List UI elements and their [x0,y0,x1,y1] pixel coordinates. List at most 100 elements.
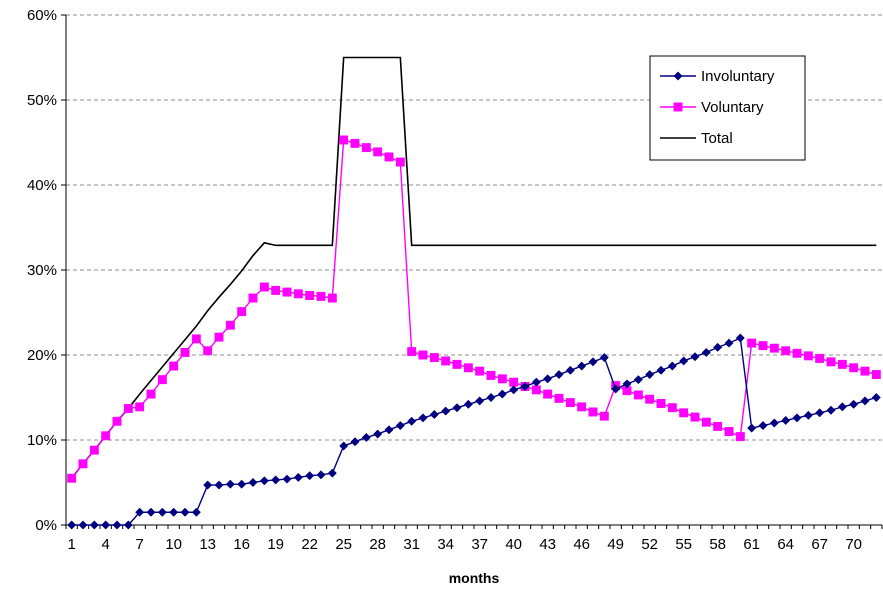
data-point-voluntary [214,332,224,342]
data-point-voluntary [169,361,179,371]
data-point-voluntary [531,385,541,395]
legend-marker-involuntary [673,71,683,81]
data-point-involuntary [611,384,621,394]
data-point-involuntary [429,409,439,420]
data-point-involuntary [633,375,643,385]
data-point-involuntary [225,479,235,489]
data-point-involuntary [599,352,609,363]
data-point-involuntary [407,416,417,426]
data-point-voluntary [667,403,677,413]
data-point-involuntary [871,392,881,403]
y-tick-label: 50% [27,92,57,109]
data-point-involuntary [679,356,689,366]
data-point-involuntary [395,420,405,431]
x-tick-label: 67 [811,536,828,553]
data-point-voluntary [701,417,711,427]
legend-label-involuntary: Involuntary [701,68,775,85]
x-tick-label: 37 [471,536,488,553]
data-point-involuntary [271,475,281,485]
data-point-involuntary [327,468,337,478]
data-point-involuntary [815,408,825,418]
data-point-involuntary [78,520,88,530]
data-point-involuntary [339,441,349,451]
x-tick-label: 61 [743,536,760,553]
data-point-involuntary [554,369,564,380]
data-point-involuntary [169,507,179,517]
series-lines [67,56,881,530]
x-tick-label: 1 [67,536,75,553]
y-axis-tick-labels: 0% 10% 20% 30% 40% 50% 60% [27,7,57,534]
data-point-involuntary [588,357,598,367]
data-point-involuntary [180,507,190,517]
x-tick-label: 4 [101,536,109,553]
series-voluntary [67,135,881,483]
x-tick-label: 64 [777,536,794,553]
data-point-voluntary [418,350,428,360]
x-tick-label: 58 [709,536,726,553]
data-point-involuntary [803,410,813,420]
data-point-voluntary [248,293,258,303]
data-point-involuntary [101,520,111,530]
data-point-voluntary [554,393,564,403]
data-point-involuntary [826,405,836,415]
data-point-involuntary [724,338,734,348]
data-point-involuntary [577,361,587,371]
data-point-voluntary [441,356,451,366]
y-tick-label: 30% [27,262,57,279]
x-tick-label: 43 [539,536,556,553]
data-point-involuntary [248,477,258,488]
data-point-involuntary [112,520,122,530]
data-point-involuntary [237,479,247,489]
data-point-voluntary [112,416,122,426]
data-point-voluntary [860,366,870,376]
data-point-involuntary [509,385,519,395]
data-point-voluntary [837,359,847,369]
data-point-involuntary [463,399,473,409]
data-point-voluntary [339,135,349,145]
data-point-involuntary [282,474,292,484]
data-point-voluntary [135,402,145,412]
data-point-involuntary [667,361,677,371]
x-tick-label: 52 [641,536,658,553]
data-point-involuntary [305,471,315,481]
data-point-involuntary [520,381,530,392]
data-point-voluntary [599,411,609,421]
data-point-involuntary [565,365,575,375]
data-point-involuntary [860,396,870,406]
y-tick-label: 10% [27,432,57,449]
data-point-involuntary [146,507,156,517]
x-tick-label: 16 [233,536,250,553]
x-tick-label: 40 [505,536,522,553]
data-point-involuntary [645,369,655,380]
x-tick-label: 46 [573,536,590,553]
data-point-involuntary [67,520,77,530]
data-point-voluntary [633,390,643,400]
data-point-voluntary [724,427,734,436]
data-point-voluntary [849,363,859,373]
data-point-voluntary [656,399,666,408]
data-point-involuntary [157,507,167,517]
data-point-voluntary [407,347,417,357]
data-point-voluntary [327,293,337,303]
data-point-voluntary [803,351,813,361]
data-point-voluntary [577,402,587,412]
data-point-involuntary [418,413,428,423]
data-point-involuntary [849,399,859,409]
data-point-voluntary [373,147,383,157]
data-point-involuntary [543,374,553,384]
data-point-voluntary [67,473,77,483]
data-point-involuntary [452,403,462,413]
data-point-voluntary [815,353,825,363]
data-point-voluntary [871,370,881,380]
data-point-voluntary [509,377,519,387]
data-point-involuntary [373,429,383,439]
y-tick-label: 60% [27,7,57,24]
x-tick-label: 25 [335,536,352,553]
series-involuntary [67,333,881,530]
data-point-voluntary [271,285,281,295]
data-point-involuntary [531,377,541,387]
data-point-voluntary [497,374,507,384]
data-point-voluntary [747,338,757,348]
x-tick-label: 10 [165,536,182,553]
